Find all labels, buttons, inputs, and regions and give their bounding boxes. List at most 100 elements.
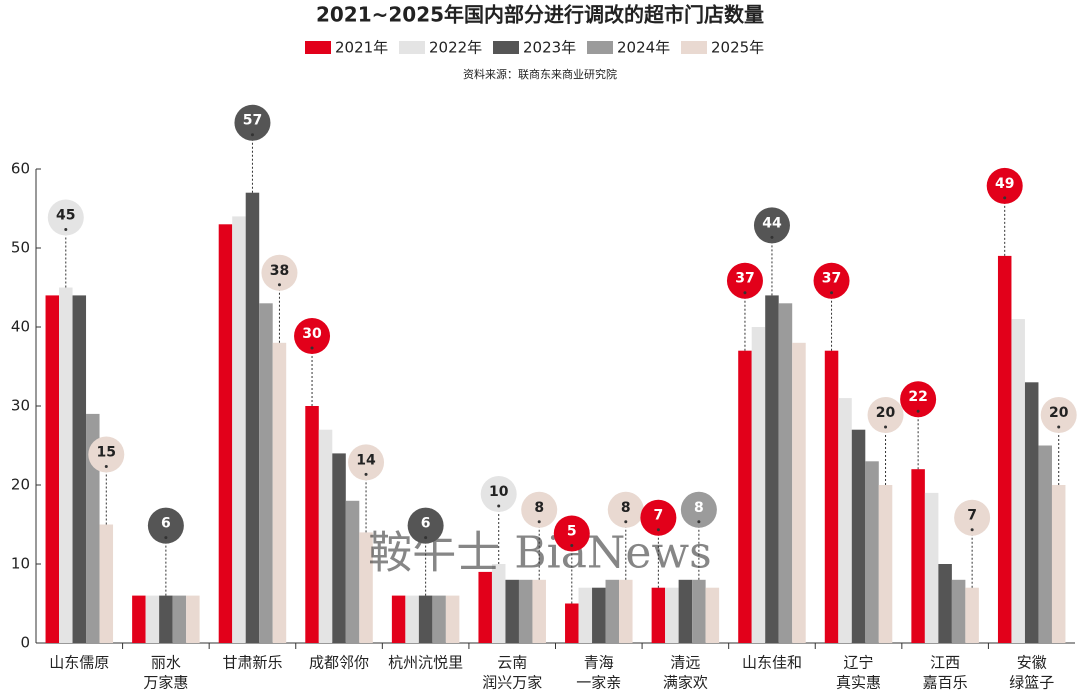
leader-dot [570,544,574,547]
bar [345,500,360,643]
leader-dot [250,133,254,137]
bar [478,571,492,643]
legend-swatch [305,41,331,54]
bar [132,595,146,643]
bar [911,469,925,643]
y-tick-label: 10 [11,555,30,573]
bar [619,579,633,643]
bar [445,595,460,643]
label-bubble [753,207,790,244]
chart-title: 2021~2025年国内部分进行调改的超市门店数量 [316,3,764,27]
bar [59,287,73,643]
data-label: 14 [356,452,376,468]
legend-label: 2022年 [429,39,482,57]
legend-swatch [493,41,519,54]
x-tick-label: 杭州沆悦里 [388,654,463,672]
bar [865,461,879,643]
legend-swatch [681,41,707,54]
label-bubble [521,491,558,528]
bar [532,579,546,643]
leader-dot [970,528,974,532]
bar [232,216,246,643]
x-tick-label: 辽宁 [844,654,874,672]
data-label: 44 [762,215,782,231]
bar [186,595,200,643]
bar [1038,445,1052,643]
data-label: 37 [822,271,841,287]
bar [45,295,60,643]
y-tick-label: 60 [11,160,30,178]
bar [505,579,519,643]
x-tick-label: 云南 [497,654,527,672]
leader-dot [164,536,168,540]
x-tick-label: 嘉百乐 [923,674,968,692]
leader-dot [1057,425,1061,429]
bar [705,587,720,643]
label-bubble [553,515,590,552]
leader-dot [770,235,774,239]
legend-label: 2021年 [335,39,388,57]
y-tick-label: 30 [11,397,30,415]
bar [565,603,579,643]
leader-dot [364,472,368,476]
label-bubble [813,262,850,299]
legend-label: 2025年 [711,39,764,57]
y-tick-label: 0 [20,634,30,652]
data-label: 6 [161,516,171,532]
data-label: 20 [1049,405,1069,421]
bar [218,224,233,644]
data-label: 20 [876,405,896,421]
bar [145,595,160,643]
label-bubble [147,507,184,544]
x-tick-label: 绿篮子 [1009,674,1054,692]
bar [405,595,419,643]
bar [605,579,620,643]
bar [318,429,333,643]
x-tick-label: 甘肃新乐 [222,654,282,672]
data-label: 49 [995,176,1014,192]
bar [172,595,187,643]
bar [851,429,866,643]
label-bubble [900,381,937,418]
label-bubble [680,491,717,528]
leader-dot [916,409,920,413]
bar [878,485,893,643]
legend-swatch [399,41,425,54]
x-tick-label: 满家欢 [663,674,708,692]
leader-dot [424,536,428,540]
x-tick-label: 真实惠 [836,674,881,692]
label-bubble [261,254,298,291]
data-label: 22 [908,389,927,405]
source: 资料来源：联商东来商业研究院 [463,67,617,81]
label-bubble [954,499,991,536]
legend-label: 2023年 [523,39,576,57]
data-label: 8 [534,500,544,516]
x-tick-label: 万家惠 [143,674,188,692]
bar [432,595,446,643]
leader-dot [104,465,108,468]
label-bubble [726,262,763,299]
legend-swatch [587,41,613,54]
bar [592,587,606,643]
x-tick-label: 安徽 [1017,654,1047,672]
bar [491,564,506,643]
data-label: 45 [56,208,75,224]
bar [665,587,679,643]
data-label: 7 [654,508,664,524]
data-label: 8 [621,500,631,516]
leader-dot [743,291,747,295]
bar [518,579,533,643]
data-label: 8 [694,500,704,516]
legend-label: 2024年 [617,39,670,57]
data-label: 5 [567,524,577,540]
x-tick-label: 丽水 [151,654,181,672]
bar [924,492,939,643]
bar [72,295,87,643]
data-label: 15 [97,445,116,461]
bar [838,398,852,643]
label-bubble [640,499,677,536]
data-label: 37 [735,271,754,287]
bar [259,303,273,643]
y-tick-label: 20 [11,476,30,494]
bar [99,524,114,643]
